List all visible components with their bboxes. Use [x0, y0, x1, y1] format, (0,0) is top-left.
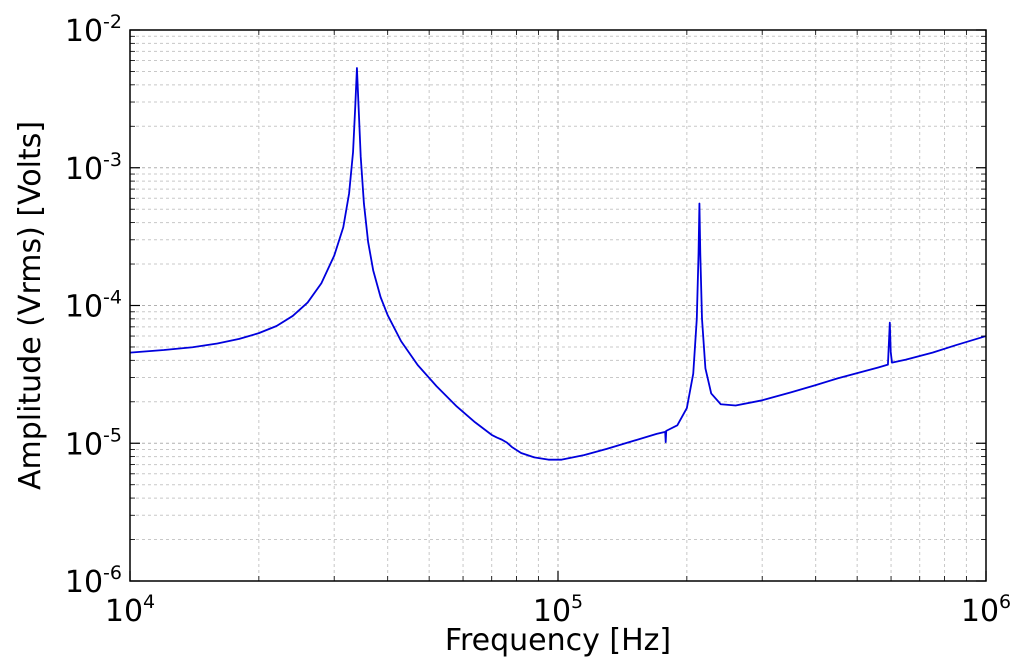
y-tick-label: 10-2	[65, 11, 122, 49]
x-tick-label: 106	[961, 591, 1011, 629]
x-tick-label: 105	[533, 591, 583, 629]
y-tick-label: 10-4	[65, 287, 122, 325]
y-tick-label: 10-3	[65, 149, 122, 187]
axis-ticks	[129, 29, 987, 582]
y-tick-label: 10-6	[65, 562, 122, 600]
y-axis-title: Amplitude (Vrms) [Volts]	[13, 121, 48, 490]
x-axis-title: Frequency [Hz]	[445, 623, 671, 658]
major-grid	[130, 30, 986, 581]
x-tick-labels: 104 105 106	[105, 591, 1011, 629]
x-tick-label: 104	[105, 591, 155, 629]
y-tick-label: 10-5	[65, 424, 122, 462]
y-tick-labels: 10-6 10-5 10-4 10-3 10-2	[65, 11, 122, 600]
series-layer	[129, 67, 987, 461]
series-line-1	[129, 67, 987, 461]
